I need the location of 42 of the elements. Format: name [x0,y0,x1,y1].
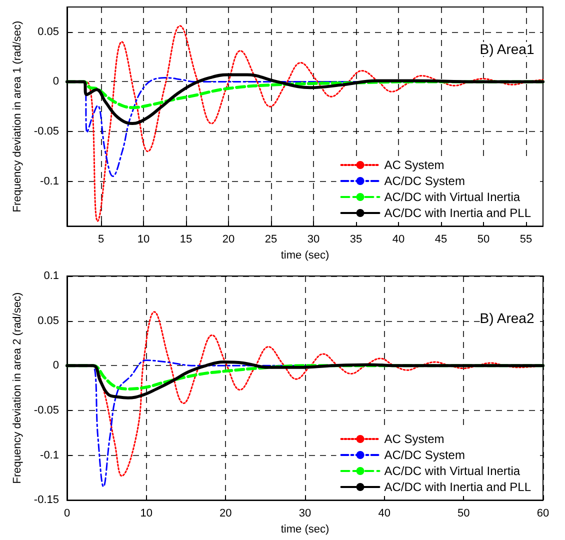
annotation: B) Area2 [480,310,534,326]
x-tick-label: 30 [307,234,320,246]
y-tick-label: 0 [52,360,59,372]
x-tick-label: 55 [520,234,532,246]
legend-label: AC/DC with Virtual Inertia [384,464,520,478]
x-tick-label: 15 [180,234,192,246]
x-tick-label: 10 [137,234,150,246]
y-axis-title: Frequency deviation in area 2 (rad/sec) [12,292,24,484]
y-tick-label: -0.15 [34,494,59,506]
y-tick-label: 0.05 [38,314,59,327]
legend-label: AC/DC System [384,174,465,188]
legend-label: AC System [384,158,444,172]
legend-label: AC/DC with Virtual Inertia [384,190,520,204]
x-tick-label: 35 [350,234,362,246]
y-tick-label: -0.1 [40,175,59,188]
x-tick-label: 20 [222,234,235,246]
legend-label: AC System [384,432,444,446]
x-tick-label: 30 [298,508,312,520]
x-tick-label: 40 [392,234,405,246]
x-tick-label: 25 [264,234,278,246]
y-tick-label: -0.05 [34,404,59,416]
x-tick-label: 50 [458,508,470,520]
legend-label: AC/DC with Inertia and PLL [384,206,532,220]
x-tick-label: 60 [536,508,550,520]
x-tick-label: 10 [140,508,152,520]
y-tick-label: -0.05 [34,125,59,138]
x-tick-label: 40 [378,508,390,520]
y-tick-label: -0.1 [40,449,59,462]
x-tick-label: 50 [477,234,490,246]
y-tick-label: 0.1 [44,270,59,282]
legend-label: AC/DC with Inertia and PLL [384,480,532,494]
annotation: B) Area1 [480,41,534,57]
x-tick-label: 20 [220,508,232,520]
y-tick-label: 0 [52,76,59,88]
y-tick-label: 0.05 [38,26,59,38]
x-tick-label: 0 [64,508,70,520]
x-tick-label: 45 [434,234,448,246]
y-axis-title: Frequency deviation in area 1 (rad/sec) [12,20,24,212]
x-tick-label: 5 [98,234,104,246]
x-axis-title: time (sec) [280,524,330,536]
legend-label: AC/DC System [384,448,465,462]
x-axis-title: time (sec) [280,250,330,262]
